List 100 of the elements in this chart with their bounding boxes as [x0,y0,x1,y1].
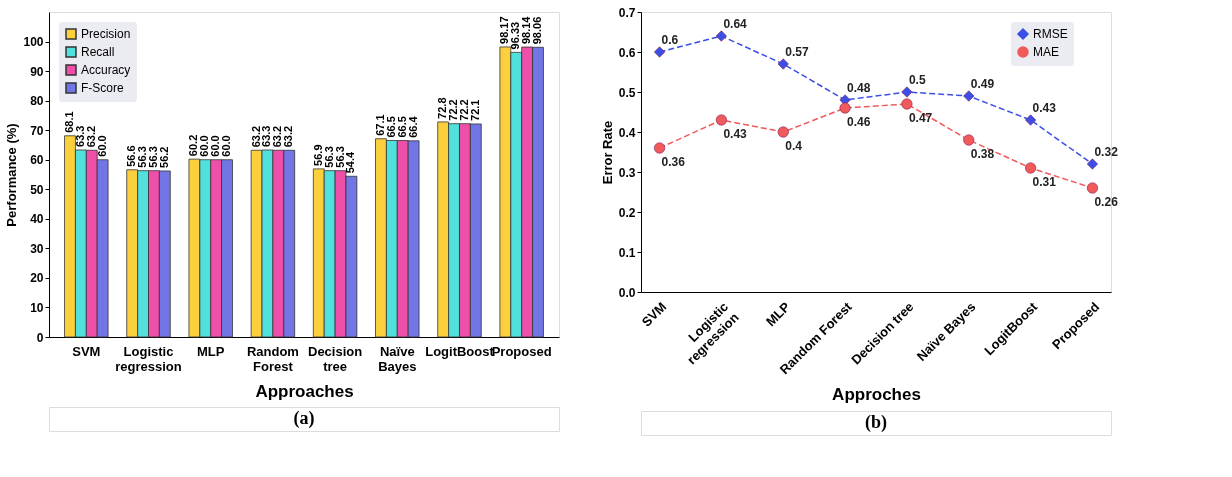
point [963,134,975,146]
x-tick-label: MLP [196,343,225,359]
y-tick-label: 40 [30,212,44,227]
legend-label: F-Score [81,81,124,95]
data-label: 63.3 [260,125,273,147]
data-label: 63.3 [73,125,86,147]
legend-label: Accuracy [81,63,131,77]
y-tick-label: 0.0 [618,285,636,300]
data-label: 72.1 [468,99,481,121]
data-label: 0.36 [661,155,686,169]
data-label: 0.57 [785,45,809,59]
y-axis-title: Performance (%) [4,123,20,227]
y-tick-label: 20 [30,271,44,286]
data-label: 0.26 [1094,195,1119,209]
y-axis-title: Error Rate [599,120,615,185]
y-tick-label: 90 [30,64,44,79]
data-label: 0.48 [847,81,871,95]
y-tick-label: 0.4 [618,125,636,140]
x-tick-label: SVM [72,343,101,359]
data-label: 98.14 [520,15,533,45]
data-label: 98.17 [498,16,511,44]
legend-label: Precision [81,27,131,41]
y-tick-label: 0.5 [618,85,636,100]
legend-label: RMSE [1033,27,1068,41]
data-label: 54.4 [344,150,357,174]
data-label: 0.32 [1094,145,1119,159]
data-label: 0.31 [1032,175,1057,189]
data-label: 63.2 [271,125,284,148]
data-label: 72.2 [447,99,460,121]
x-tick-label: Proposed [491,343,552,359]
point [963,90,975,102]
x-tick-label: Naïve Bayes [378,343,417,374]
data-label: 66.5 [395,116,408,138]
data-label: 60.0 [220,135,233,157]
data-label: 0.5 [908,73,926,87]
data-label: 0.4 [785,139,803,153]
data-label: 0.46 [847,115,871,129]
point [1025,162,1037,174]
x-tick-label: Decision tree [308,343,363,374]
point [1086,158,1098,170]
data-label: 63.2 [249,125,262,148]
x-tick-label: Logistic regression [115,343,182,374]
legend-label: MAE [1033,45,1060,59]
y-tick-label: 80 [30,94,44,109]
data-label: 72.8 [436,97,449,119]
data-label: 56.2 [157,146,170,168]
data-label: 98.06 [531,16,544,45]
data-label: 56.3 [322,146,335,168]
data-label: 0.43 [1032,101,1057,115]
point [777,58,789,70]
y-tick-label: 30 [30,241,44,256]
data-label: 66.4 [406,115,419,138]
data-label: 56.6 [125,145,138,167]
point [1025,114,1037,126]
data-label: 60.0 [198,135,211,157]
data-label: 0.6 [661,33,679,47]
text: (a) [293,408,315,429]
data-label: 72.2 [457,99,470,121]
point [839,102,851,114]
data-label: 56.3 [136,146,149,168]
data-label: 60.2 [187,134,200,157]
data-label: 63.2 [282,125,295,148]
y-tick-label: 0.1 [618,245,636,260]
data-label: 0.64 [723,17,748,31]
point [1086,182,1098,194]
point [901,86,913,98]
point [901,98,913,110]
point [654,142,666,154]
y-tick-label: 0.3 [618,165,636,180]
data-label: 56.3 [146,146,159,168]
y-tick-label: 70 [30,123,44,138]
point [715,114,727,126]
y-tick-label: 0.6 [618,45,636,60]
text: (b) [865,412,887,433]
point [715,30,727,42]
x-axis-title: Approches [832,385,921,405]
point [654,46,666,58]
data-label: 96.33 [509,21,522,50]
data-label: 0.43 [723,127,748,141]
y-tick-label: 60 [30,153,44,168]
data-label: 63.2 [84,125,97,148]
data-label: 60.0 [209,135,222,157]
x-axis-title: Approaches [255,381,354,401]
data-label: 67.1 [373,114,386,136]
y-tick-label: 50 [30,182,44,197]
y-tick-label: 0.2 [618,205,636,220]
data-label: 60.0 [95,135,108,157]
y-tick-label: 10 [30,300,44,315]
y-tick-label: 0 [36,330,44,345]
data-label: 56.3 [333,146,346,168]
y-tick-label: 100 [23,35,44,50]
data-label: 66.5 [384,116,397,138]
x-tick-label: Random Forest [246,343,299,374]
y-tick-label: 0.7 [618,5,636,20]
legend-label: Recall [81,45,115,59]
data-label: 68.1 [62,111,75,133]
data-label: 0.49 [970,77,995,91]
data-label: 0.38 [970,147,995,161]
data-label: 0.47 [908,111,933,125]
point [777,126,789,138]
